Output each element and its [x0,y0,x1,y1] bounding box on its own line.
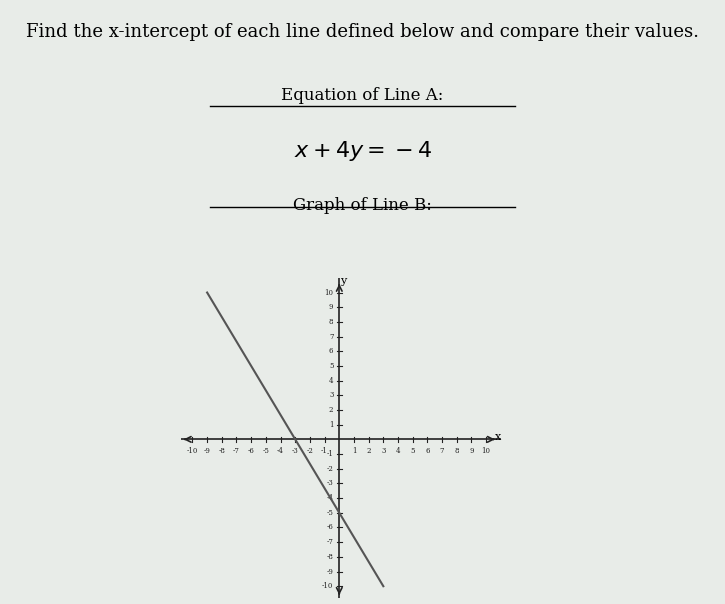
Text: Find the x-intercept of each line defined below and compare their values.: Find the x-intercept of each line define… [26,23,699,41]
Text: 8: 8 [455,448,459,455]
Text: 4: 4 [396,448,400,455]
Text: 4: 4 [329,377,334,385]
Text: 9: 9 [329,303,334,311]
Text: -5: -5 [262,448,269,455]
Text: -2: -2 [326,464,334,473]
Text: Graph of Line B:: Graph of Line B: [293,197,432,214]
Text: -6: -6 [326,524,334,532]
Text: 5: 5 [329,362,334,370]
Text: -7: -7 [326,538,334,546]
Text: -9: -9 [326,568,334,576]
Text: 10: 10 [324,289,334,297]
Text: 7: 7 [440,448,444,455]
Text: x: x [494,432,501,442]
Text: -1: -1 [321,448,328,455]
Text: -10: -10 [322,582,334,590]
Text: 8: 8 [329,318,334,326]
Text: -3: -3 [327,480,334,487]
Text: 10: 10 [481,448,491,455]
Text: 3: 3 [381,448,386,455]
Text: 1: 1 [329,420,334,429]
Text: -8: -8 [326,553,334,561]
Text: -10: -10 [187,448,198,455]
Text: 6: 6 [329,347,334,355]
Text: -8: -8 [218,448,225,455]
Text: -7: -7 [233,448,240,455]
Text: -3: -3 [292,448,299,455]
Text: 6: 6 [425,448,430,455]
Text: 2: 2 [366,448,371,455]
Text: -2: -2 [307,448,313,455]
Text: 2: 2 [329,406,334,414]
Text: -1: -1 [326,450,334,458]
Text: Equation of Line A:: Equation of Line A: [281,87,444,104]
Text: $x + 4y = -4$: $x + 4y = -4$ [294,139,431,163]
Text: -9: -9 [204,448,210,455]
Text: y: y [340,276,346,286]
Text: 5: 5 [410,448,415,455]
Text: -5: -5 [326,509,334,517]
Text: -4: -4 [326,494,334,502]
Text: 9: 9 [469,448,473,455]
Text: -6: -6 [248,448,254,455]
Text: 1: 1 [352,448,356,455]
Text: -4: -4 [277,448,284,455]
Text: 3: 3 [329,391,334,399]
Text: 7: 7 [329,333,334,341]
